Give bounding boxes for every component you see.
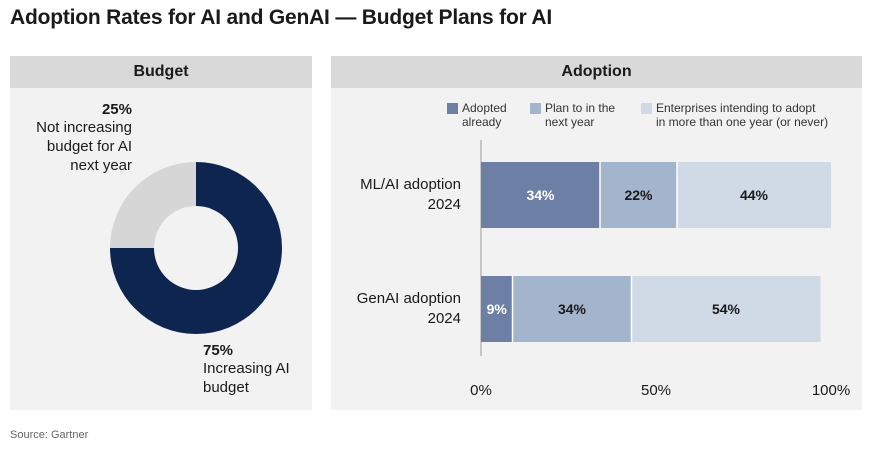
- x-tick-label: 100%: [812, 382, 850, 399]
- legend-text-line: Adopted: [462, 101, 507, 115]
- slice-text-line: budget for AI: [46, 138, 132, 155]
- slice-text-line: budget: [203, 379, 249, 396]
- slice-label-increasing: 75% Increasing AI budget: [203, 342, 290, 397]
- adoption-panel: Adoption Adopted already Plan to in the …: [331, 56, 862, 410]
- bar-data-label: 54%: [712, 301, 741, 317]
- category-label: 2024: [428, 196, 461, 213]
- budget-panel: Budget 25% Not increasing budget for AI …: [10, 56, 312, 410]
- legend-text-line: in more than one year (or never): [656, 115, 829, 129]
- slice-text-line: Increasing AI: [203, 360, 290, 377]
- bar-data-label: 34%: [558, 301, 587, 317]
- bar-segment: [481, 162, 600, 228]
- adoption-bar-chart: 34% 22% 44% ML/AI adoption 2024 9% 34% 54% GenAI…: [357, 140, 850, 399]
- legend-label-plan: Plan to in the next year: [545, 101, 615, 129]
- bar-segment: [677, 162, 831, 228]
- bar-data-label: 44%: [740, 187, 769, 203]
- legend-label-adopted: Adopted already: [462, 101, 507, 129]
- category-label: ML/AI adoption: [360, 176, 461, 193]
- budget-header: Budget: [10, 56, 312, 88]
- slice-text-line: next year: [70, 157, 132, 174]
- bar-data-label: 22%: [624, 187, 653, 203]
- page-title: Adoption Rates for AI and GenAI — Budget…: [10, 6, 553, 29]
- x-tick-label: 0%: [470, 382, 492, 399]
- category-label: 2024: [428, 310, 461, 327]
- legend-text-line: already: [462, 115, 502, 129]
- slice-text-line: Not increasing: [36, 119, 132, 136]
- category-label: GenAI adoption: [357, 290, 461, 307]
- legend-swatch-adopted: [447, 103, 458, 114]
- legend-swatch-later: [641, 103, 652, 114]
- slice-pct-not-increasing: 25%: [101, 101, 132, 118]
- bar-data-label: 34%: [526, 187, 555, 203]
- legend-text-line: Enterprises intending to adopt: [656, 101, 816, 115]
- x-tick-label: 50%: [641, 382, 671, 399]
- donut-slice-not-increasing: [110, 162, 196, 248]
- donut-slice-increasing: [110, 162, 282, 334]
- bar-segment: [600, 162, 677, 228]
- source-note: Source: Gartner: [10, 429, 89, 441]
- legend-text-line: Plan to in the: [545, 101, 616, 115]
- legend-text-line: next year: [545, 115, 595, 129]
- slice-label-not-increasing: 25% Not increasing budget for AI next ye…: [36, 101, 132, 175]
- legend-label-later: Enterprises intending to adopt in more t…: [656, 101, 828, 129]
- bar-segment: [631, 276, 821, 342]
- budget-donut-chart: [110, 162, 282, 334]
- slice-pct-increasing: 75%: [203, 342, 234, 359]
- legend-swatch-plan: [530, 103, 541, 114]
- bar-segment: [481, 276, 513, 342]
- bar-data-label: 9%: [487, 301, 508, 317]
- bar-segment: [512, 276, 632, 342]
- adoption-header: Adoption: [331, 56, 862, 88]
